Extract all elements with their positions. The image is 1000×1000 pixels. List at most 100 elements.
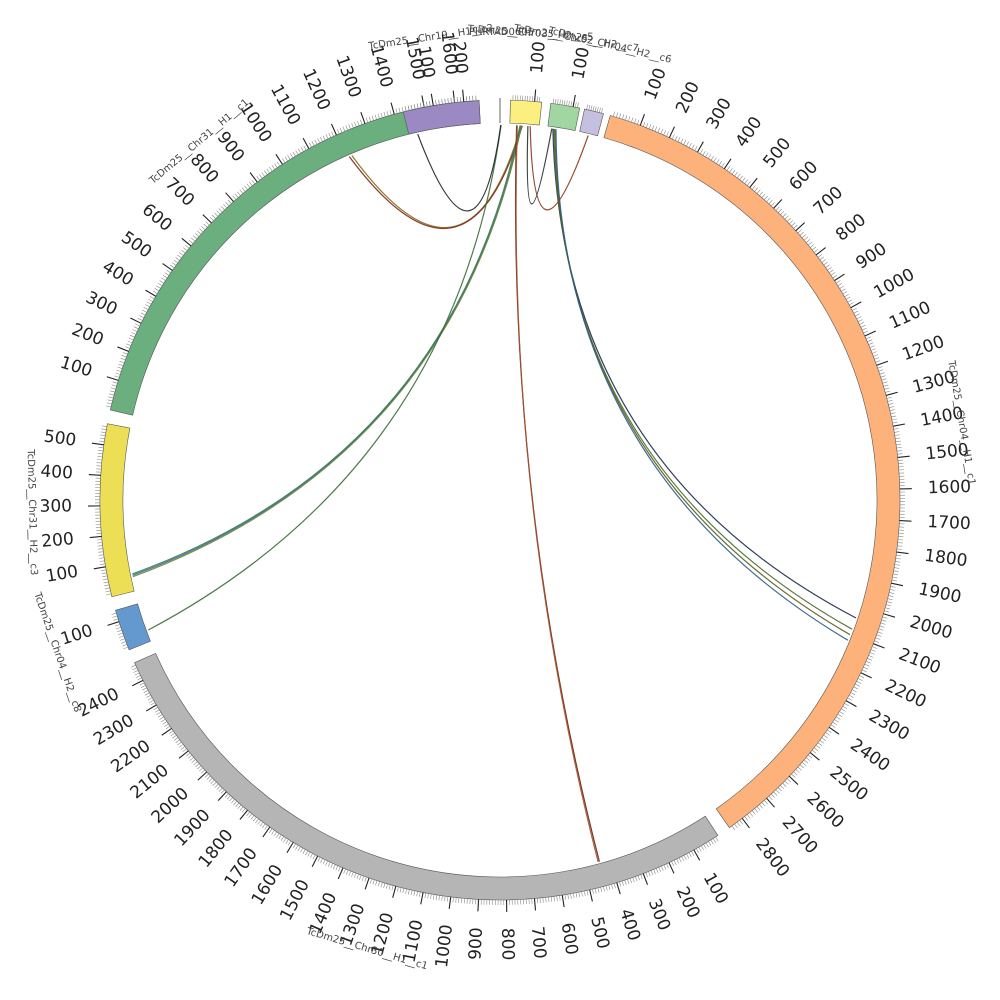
major-tick-c1_1-1000 — [850, 301, 862, 309]
tick-label-c30-900: 900 — [465, 927, 487, 960]
ideogram-c3h2 — [509, 99, 543, 126]
major-tick-c30-2400 — [132, 679, 144, 687]
major-tick-c31h2-200 — [89, 535, 102, 539]
link-ribbon-13 — [515, 125, 599, 863]
tick-label-c31h1-700: 700 — [161, 174, 198, 211]
tick-label-c30-700: 700 — [527, 926, 550, 960]
ideogram-c2h2 — [547, 102, 581, 131]
major-tick-c30-2200 — [161, 727, 172, 736]
tick-label-c1_1-600: 600 — [785, 157, 822, 194]
major-tick-c30-300 — [642, 873, 648, 885]
tick-label-c30-400: 400 — [615, 906, 644, 943]
major-tick-c31h1-200 — [117, 346, 129, 352]
major-tick-c31h1-800 — [225, 192, 234, 202]
tick-label-c31h1-500: 500 — [117, 228, 155, 263]
major-tick-c1_1-1300 — [885, 391, 898, 396]
segment-name-tiny: PHRTAD0605 — [469, 27, 534, 38]
tick-label-c30-2400: 2400 — [75, 684, 123, 721]
major-tick-c1_1-500 — [749, 177, 758, 188]
tick-label-c30-100: 100 — [699, 870, 732, 908]
tick-label-c30-800: 800 — [497, 928, 518, 961]
tick-label-c31h1-600: 600 — [138, 200, 176, 236]
tick-label-c1_1-2600: 2600 — [803, 788, 848, 832]
major-tick-c31h1-1100 — [302, 137, 310, 149]
major-tick-c31h1-1400 — [390, 102, 395, 115]
tick-label-c1_1-700: 700 — [810, 183, 847, 220]
tick-label-c1_1-2000: 2000 — [907, 612, 954, 643]
tick-label-c30-300: 300 — [644, 896, 674, 933]
major-tick-c1_1-600 — [773, 199, 783, 209]
tick-label-c1_1-300: 300 — [703, 95, 736, 133]
major-tick-c1_1-1400 — [893, 423, 906, 427]
tick-label-c31h1-1300: 1300 — [331, 53, 364, 100]
minor-ticks-c4c6 — [586, 104, 603, 114]
link-ribbon-12 — [514, 125, 600, 862]
major-tick-c1_1-900 — [834, 273, 845, 282]
segment-name-c4h2: TcDm25__Chr04__H2__c8 — [31, 590, 83, 714]
ideogram-c30 — [134, 652, 719, 901]
link-ribbon-2 — [132, 125, 521, 575]
tick-label-c1_1-2800: 2800 — [751, 835, 793, 882]
tick-label-c4h2-100: 100 — [58, 621, 95, 650]
tick-label-c1_1-2200: 2200 — [882, 676, 930, 713]
major-tick-c30-600 — [561, 895, 565, 908]
major-tick-c1_1-2500 — [809, 752, 820, 761]
major-tick-c19-200 — [462, 89, 465, 102]
major-tick-c19-100 — [430, 93, 434, 106]
major-tick-c1_1-1100 — [864, 330, 876, 337]
segment-name-c31h2: TcDm25__Chr31__H2__c3 — [25, 448, 39, 575]
major-tick-c31h1-1200 — [330, 123, 337, 136]
segment-label-layer: 100 2003004005006007008009001000110012001… — [25, 23, 977, 972]
major-tick-c1_1-300 — [696, 141, 704, 153]
major-tick-c31h1-100 — [106, 376, 119, 381]
tick-label-c1_1-2500: 2500 — [826, 763, 872, 806]
tick-label-c31h1-100: 100 — [58, 353, 95, 382]
tick-label-c31h2-300: 300 — [39, 496, 72, 516]
major-tick-c30-700 — [533, 898, 537, 911]
minor-ticks-c30 — [131, 664, 719, 906]
major-tick-c1_1-1200 — [876, 360, 889, 366]
segment-name-c4c6: TcDm25__Chr04__H2__c6 — [546, 25, 672, 66]
major-tick-c30-1100 — [420, 892, 424, 905]
tick-label-c31h1-1600: 1600 — [437, 31, 462, 76]
tick-label-c19-200: 200 — [448, 41, 471, 75]
tick-label-c31h1-1200: 1200 — [298, 66, 334, 114]
tick-label-c1_1-2700: 2700 — [778, 812, 822, 858]
tick-label-c30-200: 200 — [672, 884, 704, 922]
minor-ticks-c1_1 — [613, 111, 906, 831]
major-tick-c31h2-100 — [93, 566, 106, 570]
major-tick-c1_1-200 — [668, 126, 675, 138]
link-ribbon-8 — [553, 128, 853, 630]
major-tick-c30-2100 — [178, 750, 189, 759]
tick-label-c1_1-1800: 1800 — [923, 546, 968, 571]
major-tick-c30-500 — [589, 889, 593, 902]
tick-label-c31h1-300: 300 — [82, 288, 120, 320]
major-tick-c30-1600 — [286, 842, 294, 853]
major-tick-c31h2-500 — [91, 442, 104, 446]
major-tick-c30-1400 — [337, 867, 344, 880]
major-tick-c1_1-1900 — [891, 582, 904, 587]
minor-ticks-c4h2 — [111, 612, 129, 650]
ideogram-c31h1 — [109, 100, 481, 416]
tick-label-c31h2-500: 500 — [43, 427, 78, 451]
tick-label-c1_1-1700: 1700 — [927, 512, 971, 534]
link-ribbon-5 — [148, 124, 502, 631]
major-tick-c1_1-700 — [795, 222, 806, 232]
major-tick-c3h2-100 — [534, 89, 537, 102]
ideogram-c19 — [402, 100, 481, 135]
tick-label-c31h1-1100: 1100 — [266, 81, 304, 129]
tick-label-c1_1-1000: 1000 — [870, 265, 918, 303]
ideogram-c4c6 — [579, 108, 604, 137]
tick-label-c30-1500: 1500 — [276, 876, 314, 924]
major-tick-c30-400 — [616, 882, 621, 895]
link-ribbon-4 — [132, 125, 523, 578]
ideogram-c31h2 — [99, 423, 135, 598]
minor-ticks-c31h2 — [94, 425, 112, 596]
tick-label-c30-1000: 1000 — [432, 923, 457, 968]
links-layer — [132, 124, 857, 863]
major-tick-c31h1-300 — [130, 317, 142, 324]
ideogram-c4h2 — [115, 603, 151, 651]
major-tick-c2h2-100 — [572, 94, 576, 107]
